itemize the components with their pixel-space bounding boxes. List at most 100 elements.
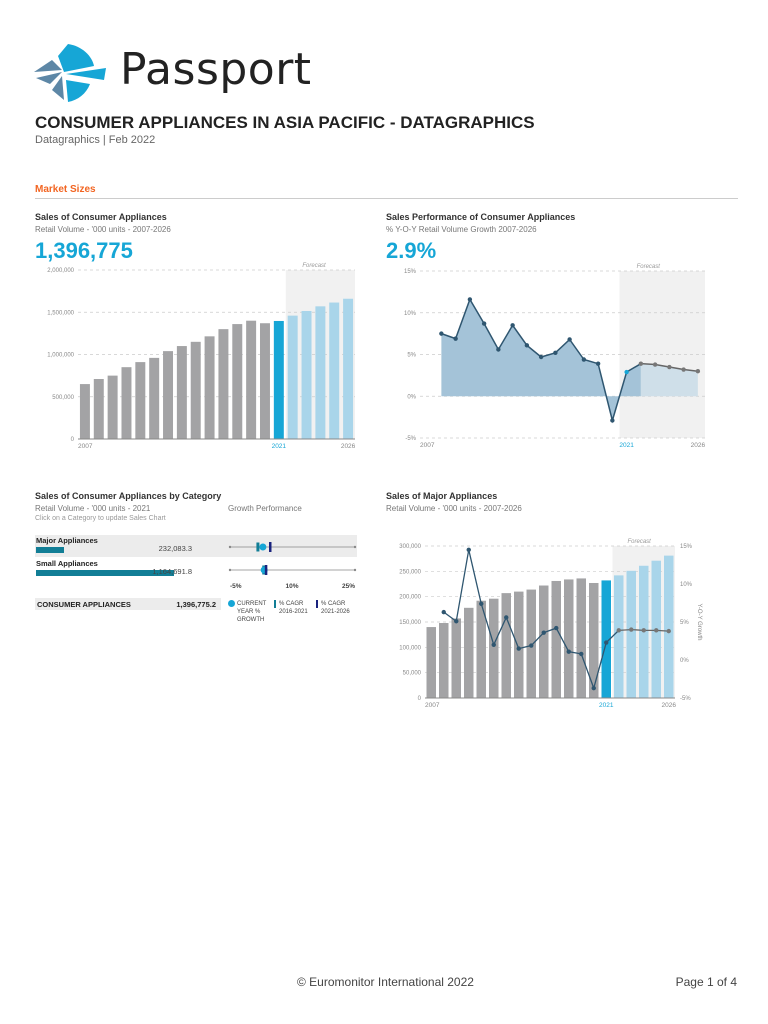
growth-axis-tick: 25% — [342, 583, 355, 590]
growth-chart-title: Sales Performance of Consumer Appliances — [386, 212, 576, 222]
y-tick-label: 50,000 — [403, 671, 422, 677]
category-share-bar — [36, 570, 175, 576]
data-point — [510, 323, 515, 328]
forecast-label: Forecast — [628, 539, 652, 545]
cagr-2016-2021-marker — [256, 542, 260, 552]
bar — [589, 582, 599, 698]
y-tick-label: 150,000 — [399, 620, 421, 626]
category-total-row[interactable]: CONSUMER APPLIANCES 1,396,775.2 — [35, 598, 221, 610]
y2-tick-label: 0% — [680, 658, 689, 664]
cagr-marker-icon — [274, 600, 276, 608]
x-tick-label: 2026 — [662, 702, 677, 709]
category-hint: Click on a Category to update Sales Char… — [35, 515, 166, 522]
bar — [107, 375, 118, 439]
cagr-2021-2026-marker — [269, 542, 272, 552]
data-point — [595, 361, 601, 366]
bar — [489, 598, 499, 698]
logo-text: Passport — [120, 44, 312, 95]
y-tick-label: 250,000 — [399, 569, 421, 575]
y-tick-label: 300,000 — [399, 544, 421, 550]
track-end — [353, 545, 357, 549]
bar — [439, 623, 449, 698]
data-point — [466, 547, 471, 552]
bar — [149, 357, 160, 439]
data-point — [538, 354, 544, 360]
y-tick-label: 10% — [404, 311, 417, 317]
category-subtitle: Retail Volume - '000 units - 2021 — [35, 504, 151, 513]
x-tick-label: 2021 — [599, 702, 614, 709]
forecast-label: Forecast — [637, 264, 661, 270]
cagr-marker-icon — [316, 600, 318, 608]
forecast-area — [640, 363, 698, 397]
bar — [121, 367, 132, 439]
data-point — [579, 651, 584, 657]
category-label: Small Appliances — [36, 559, 98, 568]
data-point — [629, 627, 634, 632]
bar — [301, 310, 312, 439]
bar — [218, 329, 229, 439]
data-point — [454, 619, 459, 624]
bar — [551, 580, 561, 698]
data-point — [638, 361, 644, 366]
data-point — [554, 625, 559, 631]
bar — [287, 315, 298, 439]
y-tick-label: 0 — [71, 437, 75, 443]
cagr-2021-2026-marker — [264, 565, 268, 575]
bar — [564, 579, 574, 698]
y-tick-label: 100,000 — [399, 645, 421, 651]
historic-area — [441, 299, 641, 421]
bar — [343, 298, 354, 439]
x-tick-label: 2007 — [425, 702, 440, 709]
bar — [626, 570, 636, 698]
x-tick-label: 2007 — [420, 442, 435, 449]
data-point — [541, 630, 546, 635]
bar — [426, 627, 436, 698]
bar — [190, 341, 201, 439]
section-divider — [35, 198, 738, 199]
y-tick-label: 1,500,000 — [47, 310, 74, 316]
data-point — [491, 642, 496, 647]
track-end — [228, 568, 232, 572]
total-label: CONSUMER APPLIANCES — [37, 600, 131, 609]
x-tick-label: 2007 — [78, 443, 93, 450]
section-heading: Market Sizes — [35, 184, 96, 195]
data-point — [610, 418, 615, 423]
footer-copyright: © Euromonitor International 2022 — [297, 975, 474, 989]
bar — [476, 600, 486, 698]
bar — [273, 320, 284, 439]
legend-label: % CAGR 2021-2026 — [321, 601, 350, 615]
right-axis-label: Y-O-Y Growth — [696, 603, 702, 640]
data-point — [667, 364, 672, 370]
data-point — [641, 628, 646, 633]
current-growth-dot — [259, 543, 267, 551]
data-point — [624, 369, 629, 375]
bar — [464, 607, 474, 698]
data-point — [581, 357, 587, 362]
legend-label: % CAGR 2016-2021 — [279, 601, 308, 615]
y2-tick-label: 15% — [680, 544, 693, 550]
y-tick-label: 200,000 — [399, 595, 421, 601]
x-tick-label: 2026 — [691, 442, 706, 449]
footer-page-number: Page 1 of 4 — [675, 975, 737, 989]
y-tick-label: 0 — [418, 696, 422, 702]
category-value: 232,083.3 — [158, 544, 192, 553]
data-point — [516, 646, 521, 651]
data-point — [604, 640, 609, 645]
data-point — [652, 362, 658, 367]
category-row-small-appliances[interactable]: Small Appliances 1,164,691.8 — [35, 558, 357, 580]
y-tick-label: -5% — [405, 436, 416, 442]
growth-chart-subtitle: % Y-O-Y Retail Volume Growth 2007-2026 — [386, 225, 537, 234]
bar — [259, 323, 270, 439]
growth-headline: 2.9% — [386, 238, 437, 263]
bar — [176, 346, 187, 439]
x-tick-label: 2021 — [272, 443, 287, 450]
data-point — [453, 336, 458, 341]
category-row-major-appliances[interactable]: Major Appliances 232,083.3 — [35, 535, 357, 557]
data-point — [591, 685, 596, 691]
y-tick-label: 1,000,000 — [47, 353, 74, 359]
y-tick-label: 15% — [404, 269, 417, 275]
growth-axis-tick: -5% — [230, 583, 242, 590]
page-subtitle: Datagraphics | Feb 2022 — [35, 134, 156, 146]
data-point — [567, 337, 572, 342]
